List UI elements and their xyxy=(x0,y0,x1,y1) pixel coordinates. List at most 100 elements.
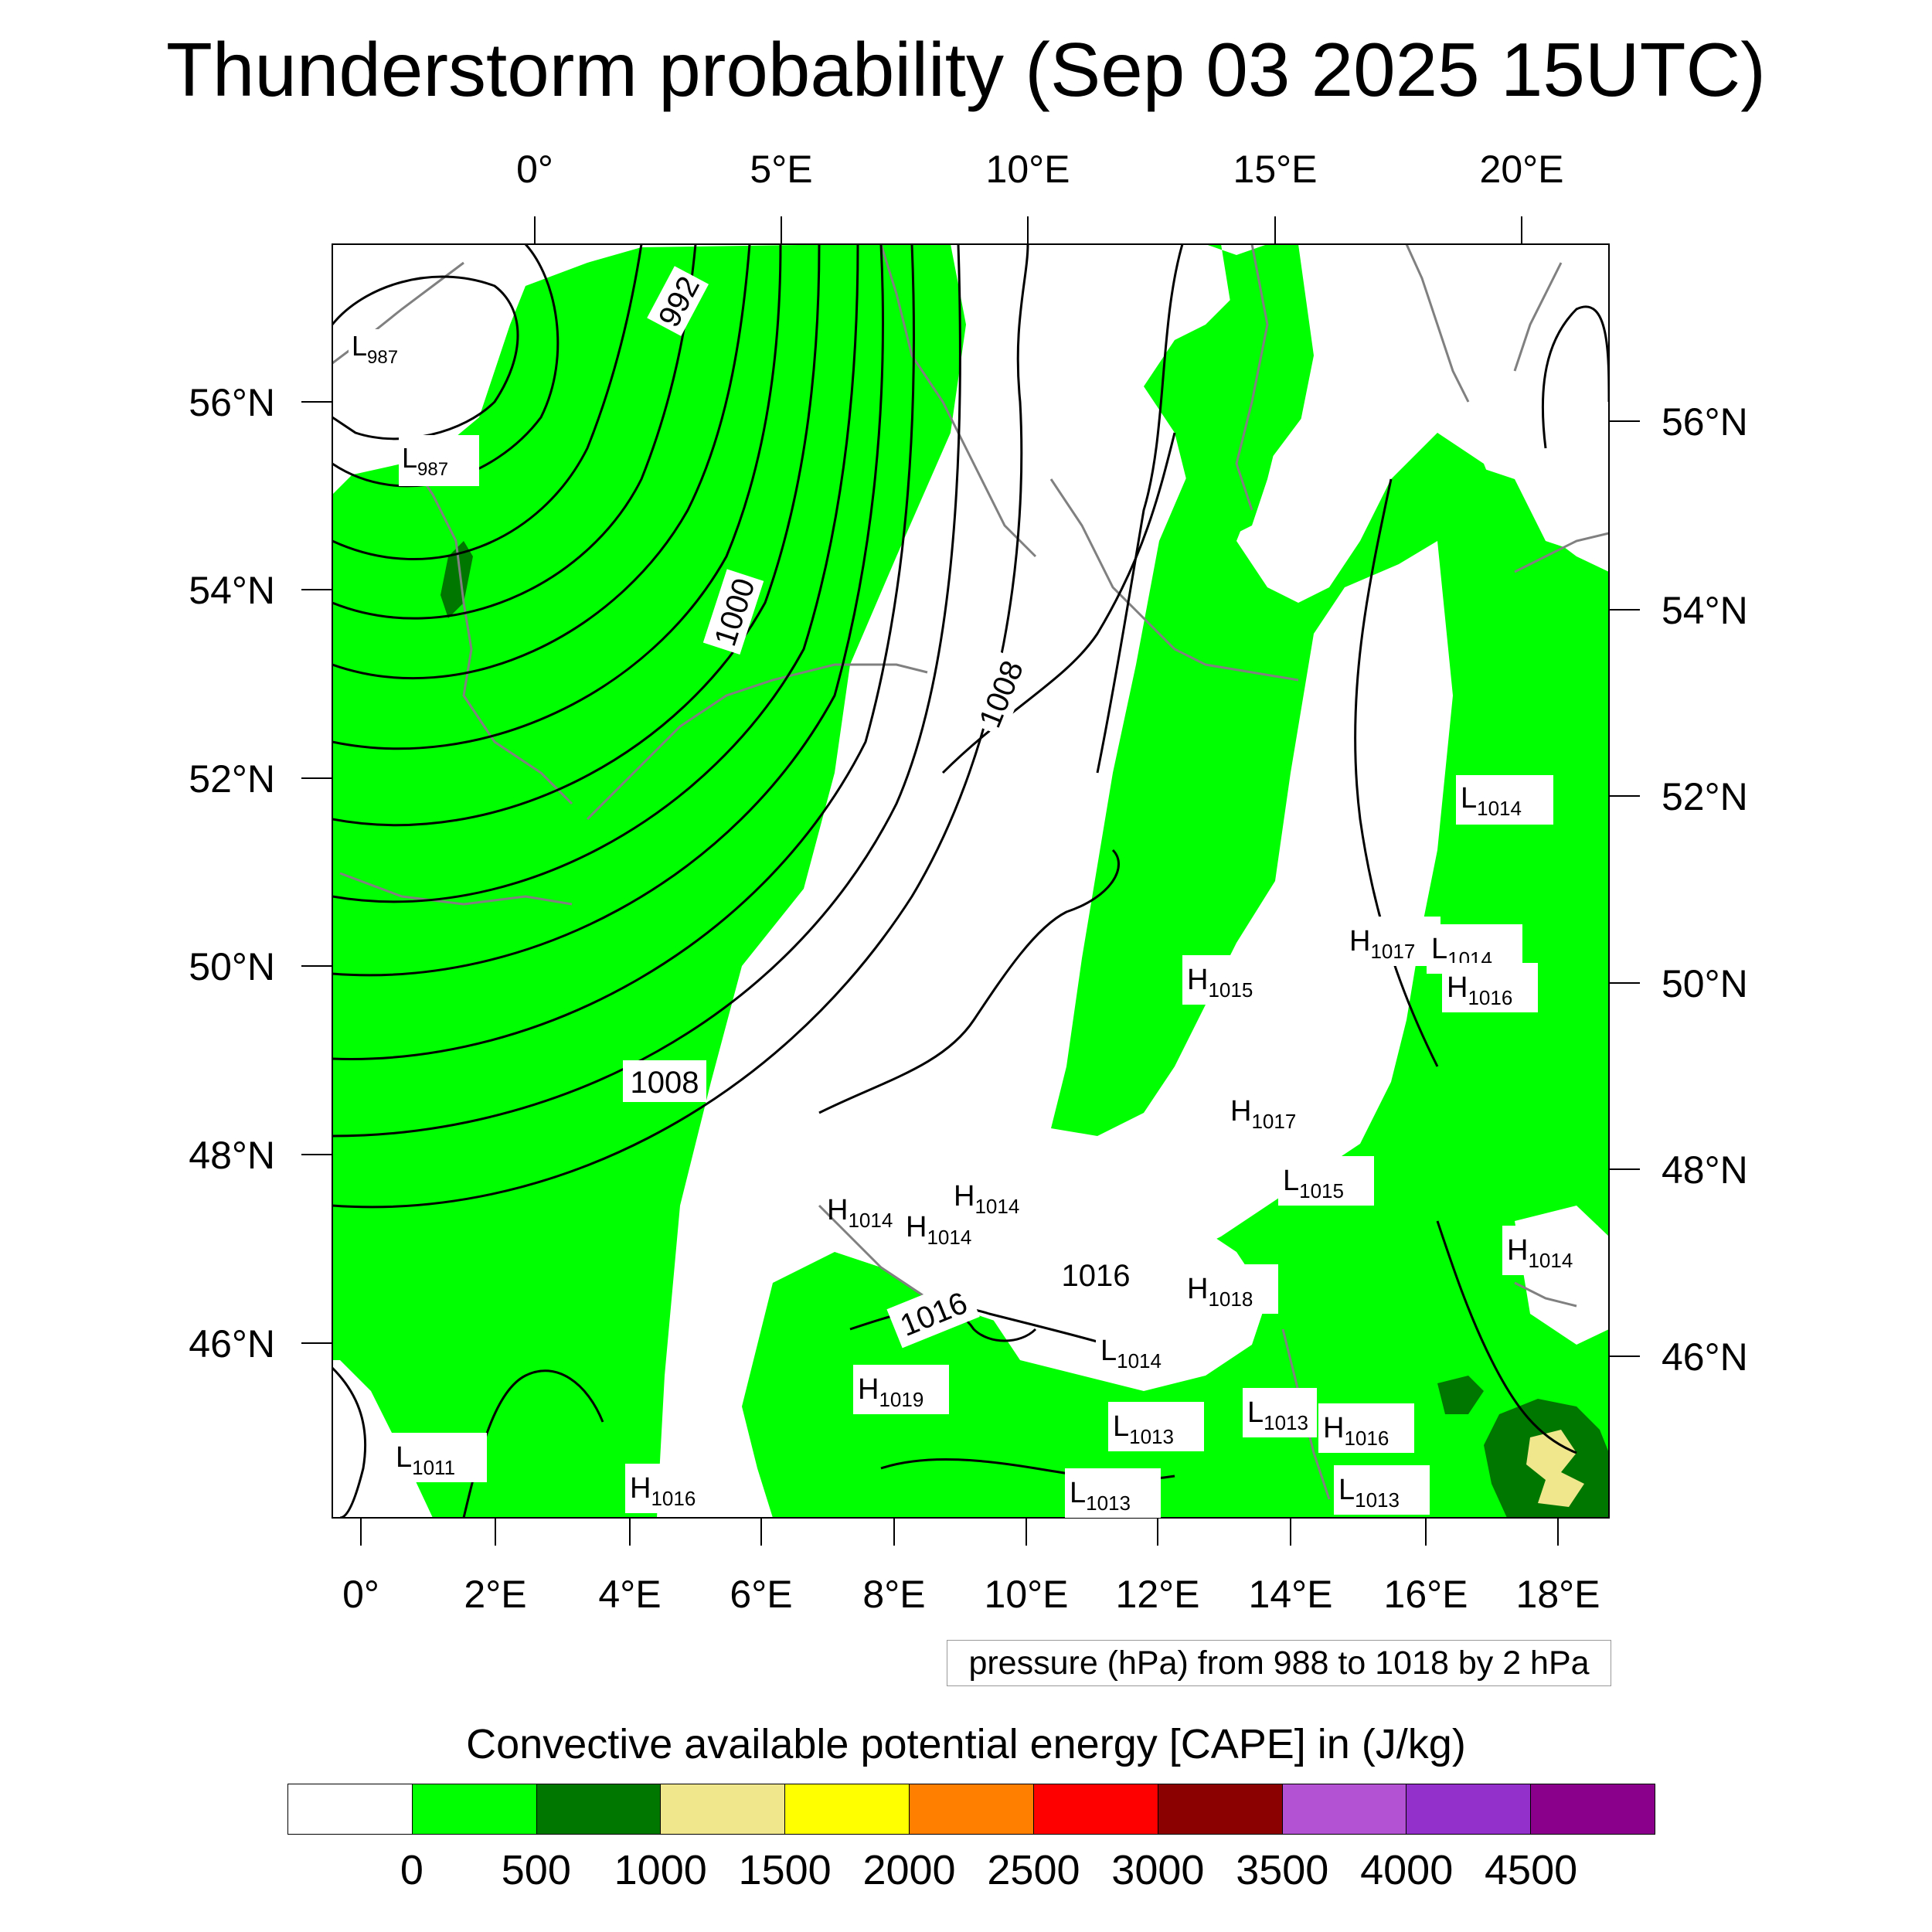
right-tick-5: 46°N xyxy=(1662,1335,1748,1379)
isobar-1004 xyxy=(332,244,884,977)
no-cape-east-north xyxy=(1453,244,1609,572)
left-tick-4: 48°N xyxy=(189,1134,275,1177)
bottom-tick-9: 18°E xyxy=(1516,1573,1600,1616)
isobar-996 xyxy=(332,244,751,680)
bottom-tick-7: 14°E xyxy=(1249,1573,1333,1616)
colorbar-title: Convective available potential energy [C… xyxy=(466,1721,1466,1767)
left-tick-5: 46°N xyxy=(189,1322,275,1366)
cape-region-east xyxy=(1051,433,1609,1518)
right-tick-0: 56°N xyxy=(1662,400,1748,444)
colorbar-tick-label: 4000 xyxy=(1360,1847,1454,1893)
isobar-label-1016-east: 1016 xyxy=(1062,1259,1131,1293)
svg-text:L1013: L1013 xyxy=(1113,1410,1174,1448)
svg-text:L1013: L1013 xyxy=(1338,1474,1400,1512)
svg-text:L1015: L1015 xyxy=(1283,1165,1344,1202)
isobars xyxy=(332,244,1609,1518)
cape-region-west xyxy=(332,244,966,1518)
coastlines xyxy=(332,244,1609,1500)
colorbar-swatch xyxy=(785,1784,910,1834)
bottom-tick-1: 2°E xyxy=(464,1573,526,1616)
right-tick-2: 52°N xyxy=(1662,775,1748,818)
bottom-tick-3: 6°E xyxy=(730,1573,792,1616)
svg-text:H1014: H1014 xyxy=(1507,1234,1573,1272)
colorbar-tick-label: 1000 xyxy=(614,1847,707,1893)
bottom-tick-5: 10°E xyxy=(985,1573,1069,1616)
isobar-992 xyxy=(332,244,643,560)
svg-text:H1016: H1016 xyxy=(630,1472,696,1510)
svg-text:H1014: H1014 xyxy=(954,1180,1019,1218)
svg-text:L1011: L1011 xyxy=(396,1441,455,1479)
svg-text:H1014: H1014 xyxy=(827,1194,893,1232)
colorbar-swatch xyxy=(1033,1784,1158,1834)
right-axis: 56°N 54°N 52°N 50°N 48°N 46°N xyxy=(1609,400,1748,1379)
isobar-label-1008-west: 1008 xyxy=(631,1066,699,1100)
top-axis: 0° 5°E 10°E 15°E 20°E xyxy=(516,148,1563,244)
no-cape-north-sea xyxy=(332,244,541,479)
map-frame xyxy=(332,243,1610,1519)
svg-text:H1016: H1016 xyxy=(1323,1412,1389,1450)
svg-text:H1018: H1018 xyxy=(1187,1273,1253,1311)
colorbar-tick-label: 4500 xyxy=(1485,1847,1578,1893)
colorbar-tick-label: 500 xyxy=(501,1847,571,1893)
isobar-990 xyxy=(332,244,560,488)
bottom-tick-0: 0° xyxy=(342,1573,379,1616)
isobar-west-south xyxy=(332,1366,367,1518)
cape-patch-south-east-2 xyxy=(1437,1376,1484,1414)
svg-text:L1014: L1014 xyxy=(1100,1335,1162,1372)
top-tick-0: 0° xyxy=(516,148,553,191)
isobar-998 xyxy=(332,244,782,750)
bottom-tick-2: 4°E xyxy=(598,1573,661,1616)
top-tick-3: 15°E xyxy=(1233,148,1318,191)
bottom-tick-6: 12°E xyxy=(1116,1573,1200,1616)
isobar-east-south xyxy=(1436,1220,1577,1454)
colorbar-tick-label: 3000 xyxy=(1111,1847,1205,1893)
isobar-1010 xyxy=(332,244,1029,1209)
left-axis: 56°N 54°N 52°N 50°N 48°N 46°N xyxy=(189,381,332,1366)
colorbar-swatch xyxy=(1531,1784,1655,1834)
colorbar-ticks: 0 500 1000 1500 2000 2500 3000 3500 4000 4500 xyxy=(287,1843,1655,1897)
isobar-1008 xyxy=(332,244,961,1138)
isobar-1010-east xyxy=(1096,244,1184,774)
left-tick-0: 56°N xyxy=(189,381,275,424)
top-tick-1: 5°E xyxy=(750,148,812,191)
cape-fill-0-500 xyxy=(332,244,1609,1518)
svg-text:H1019: H1019 xyxy=(858,1373,923,1411)
pressure-contour-note: pressure (hPa) from 988 to 1018 by 2 hPa xyxy=(947,1640,1611,1686)
left-tick-3: 50°N xyxy=(189,945,275,988)
colorbar xyxy=(287,1784,1655,1835)
isobar-1006 xyxy=(332,244,915,1060)
colorbar-tick-label: 1500 xyxy=(738,1847,832,1893)
svg-text:L987: L987 xyxy=(402,442,448,480)
colorbar-swatch xyxy=(1158,1784,1283,1834)
pressure-centers: L987 L987 L1014 H1017 L1014 H1015 H1016 … xyxy=(349,329,1598,1518)
left-tick-2: 52°N xyxy=(189,757,275,801)
svg-text:H1016: H1016 xyxy=(1447,971,1512,1009)
colorbar-swatch xyxy=(412,1784,537,1834)
colorbar-swatch xyxy=(1406,1784,1532,1834)
colorbar-swatch xyxy=(536,1784,662,1834)
svg-text:L1013: L1013 xyxy=(1070,1477,1131,1515)
top-tick-2: 10°E xyxy=(986,148,1070,191)
map-title: Thunderstorm probability (Sep 03 2025 15… xyxy=(166,27,1766,112)
colorbar-swatch xyxy=(1282,1784,1407,1834)
cape-patch-northwest xyxy=(440,541,473,618)
right-tick-3: 50°N xyxy=(1662,962,1748,1005)
colorbar-tick-label: 0 xyxy=(400,1847,423,1893)
colorbar-tick-label: 2000 xyxy=(862,1847,956,1893)
isobar-1000 xyxy=(332,244,821,827)
bottom-axis: 0° 2°E 4°E 6°E 8°E 10°E 12°E 14°E 16°E 1… xyxy=(342,1518,1600,1616)
isobar-1012-east xyxy=(1354,478,1439,1067)
colorbar-swatch xyxy=(661,1784,786,1834)
isobar-1012-south xyxy=(818,849,1120,1114)
svg-text:H1017: H1017 xyxy=(1349,925,1415,963)
svg-text:L987: L987 xyxy=(352,330,398,368)
colorbar-swatch xyxy=(288,1784,413,1834)
colorbar-tick-label: 2500 xyxy=(987,1847,1080,1893)
colorbar-tick-label: 3500 xyxy=(1236,1847,1329,1893)
top-tick-4: 20°E xyxy=(1480,148,1564,191)
bottom-tick-4: 8°E xyxy=(862,1573,925,1616)
svg-text:L1013: L1013 xyxy=(1247,1396,1308,1434)
svg-text:H1017: H1017 xyxy=(1230,1095,1296,1133)
left-tick-1: 54°N xyxy=(189,569,275,612)
